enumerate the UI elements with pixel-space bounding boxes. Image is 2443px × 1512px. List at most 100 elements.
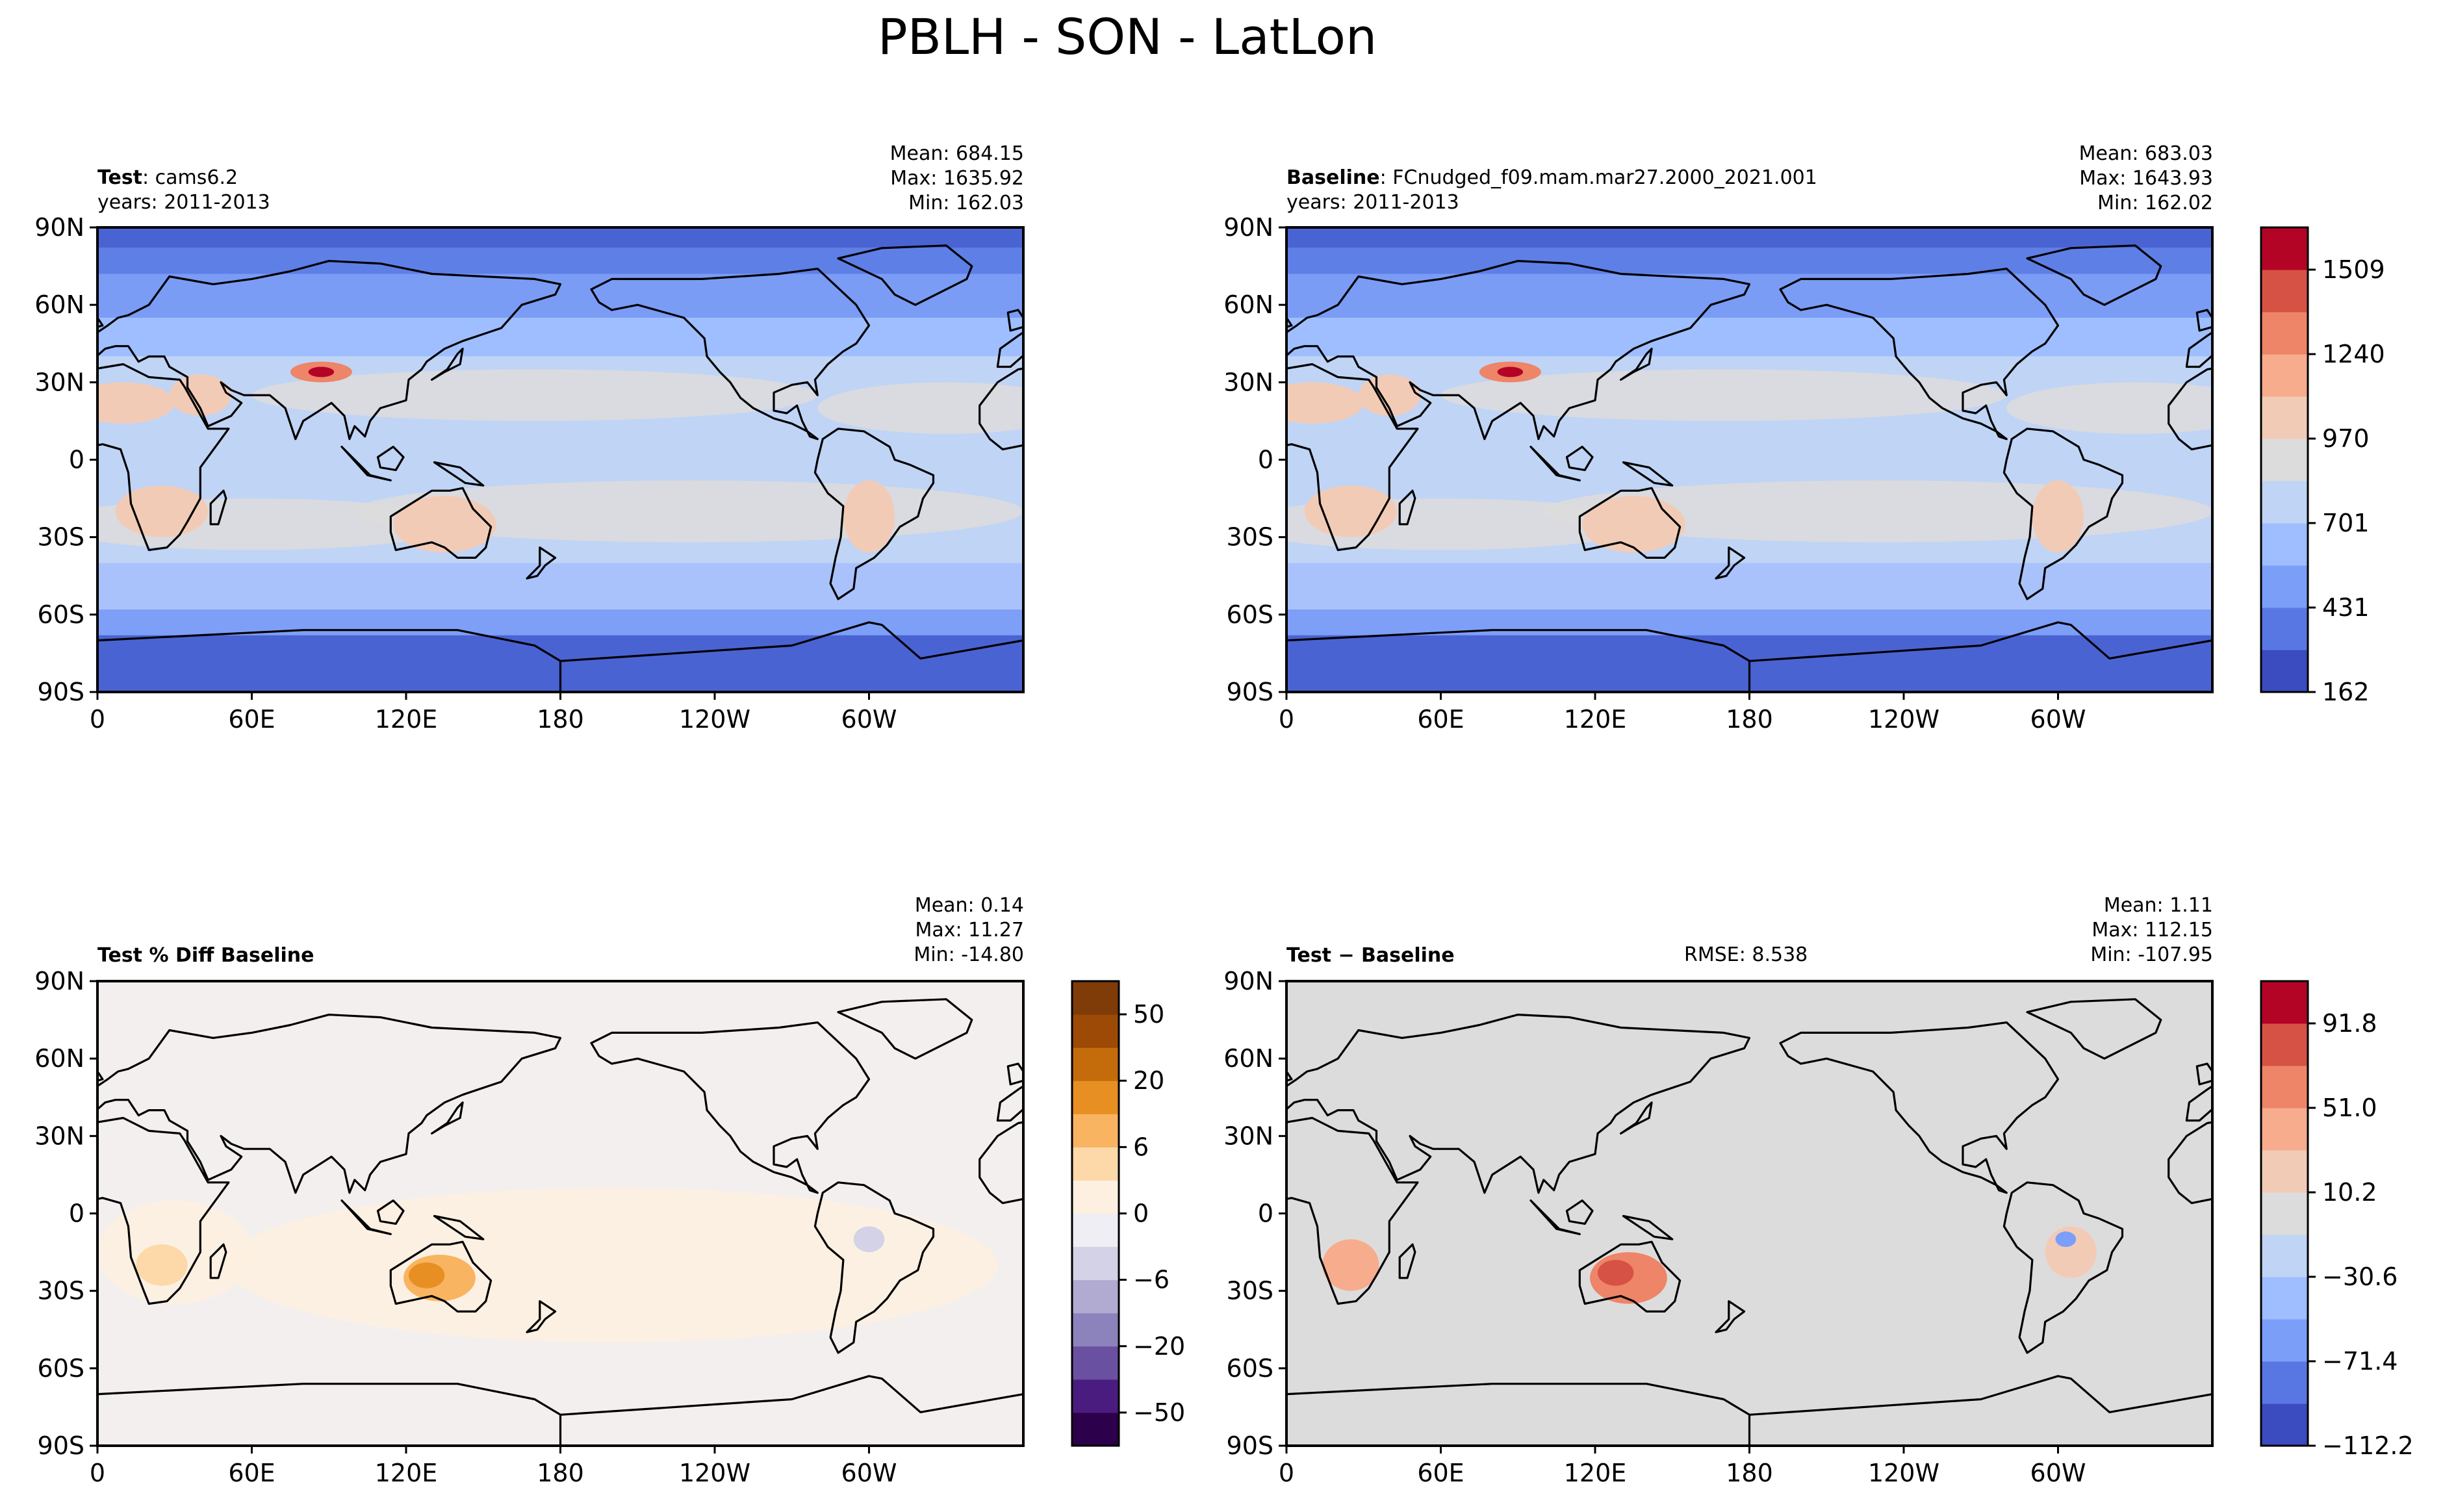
field-blob <box>1322 1239 1379 1291</box>
colorbar-swatch <box>2261 1277 2308 1320</box>
colorbar-tick-label: 0 <box>1133 1199 1149 1228</box>
diff-label: Test − Baseline <box>1286 944 1455 967</box>
map-field <box>1286 981 2212 1446</box>
field-blob <box>1358 374 1420 416</box>
colorbar-tick-label: −71.4 <box>2322 1347 2398 1376</box>
colorbar-tick-label: 50 <box>1133 1000 1164 1029</box>
colorbar-swatch <box>1072 1180 1119 1214</box>
field-band <box>97 227 1023 248</box>
colorbar-tick-label: 431 <box>2322 593 2370 622</box>
field-blob <box>1597 1260 1634 1286</box>
figure-title: PBLH - SON - LatLon <box>877 8 1377 66</box>
lat-tick-label: 90S <box>1227 1431 1273 1460</box>
field-blob <box>1286 382 1364 424</box>
field-blob <box>853 1226 885 1253</box>
lat-tick-label: 90N <box>1223 968 1273 995</box>
colorbar-tick-label: 701 <box>2322 509 2370 537</box>
lon-tick-label: 120E <box>375 1459 438 1487</box>
lat-tick-label: 90N <box>34 214 84 242</box>
baseline-stat-min: Min: 162.02 <box>2097 192 2213 214</box>
colorbar-swatch <box>2261 608 2308 650</box>
pctdiff-stats: Mean: 0.14 Max: 11.27 Min: -14.80 <box>767 893 1024 967</box>
lat-tick-label: 60S <box>1227 600 1273 629</box>
lat-tick-label: 30S <box>38 523 84 552</box>
colorbar-swatch <box>2261 1150 2308 1193</box>
colorbar-swatch <box>2261 1108 2308 1151</box>
diff-stat-min: Min: -107.95 <box>2090 943 2213 966</box>
baseline-case-name: : FCnudged_f09.mam.mar27.2000_2021.001 <box>1379 166 1817 189</box>
lon-tick-label: 120W <box>679 705 750 734</box>
lon-tick-label: 120E <box>1564 705 1627 734</box>
test-panel-header: Test: cams6.2 years: 2011-2013 <box>97 166 270 215</box>
lat-tick-label: 30S <box>1227 523 1273 552</box>
pblh-colorbar: 1509 1240 970 701 431 162 <box>2260 226 2385 705</box>
lat-tick-label: 60N <box>1223 290 1273 319</box>
lon-tick-label: 60W <box>841 1459 897 1487</box>
diff-stat-max: Max: 112.15 <box>2091 919 2213 942</box>
lat-tick-label: 30N <box>34 1121 84 1150</box>
colorbar-tick-label: −112.2 <box>2322 1431 2414 1459</box>
colorbar-swatch <box>2261 1319 2308 1362</box>
colorbar-swatch <box>2261 270 2308 313</box>
lon-tick-label: 60E <box>1417 1459 1464 1487</box>
field-blob <box>2032 480 2084 553</box>
colorbar-swatch <box>2261 396 2308 439</box>
colorbar-swatch <box>2261 1235 2308 1277</box>
colorbar-swatch <box>2261 1403 2308 1446</box>
lon-tick-label: 60W <box>841 705 897 734</box>
colorbar-swatch <box>1072 1114 1119 1147</box>
colorbar-tick-label: −50 <box>1133 1398 1185 1427</box>
colorbar-swatch <box>2261 354 2308 397</box>
field-band <box>1286 318 2212 357</box>
colorbar-swatch <box>2261 523 2308 566</box>
diff-stats: Mean: 1.11 Max: 112.15 Min: -107.95 <box>1956 893 2213 967</box>
test-years: years: 2011-2013 <box>97 191 270 214</box>
baseline-years: years: 2011-2013 <box>1286 191 1459 214</box>
test-stat-mean: Mean: 684.15 <box>889 142 1024 165</box>
test-label: Test <box>97 166 143 189</box>
colorbar-tick-label: −6 <box>1133 1266 1170 1294</box>
lat-tick-label: 0 <box>69 446 84 474</box>
field-blob <box>169 374 231 416</box>
colorbar-swatch <box>1072 1279 1119 1314</box>
lat-tick-label: 60S <box>38 600 84 629</box>
lon-tick-label: 180 <box>1726 705 1773 734</box>
pctdiff-stat-min: Min: -14.80 <box>914 943 1024 966</box>
lon-tick-label: 0 <box>1279 705 1294 734</box>
pctdiff-colorbar: 50 20 6 0 −6 −20 −50 <box>1071 980 1185 1447</box>
colorbar-swatch <box>2261 1192 2308 1235</box>
colorbar-tick-label: 1509 <box>2322 255 2385 284</box>
colorbar-swatch <box>1072 1014 1119 1048</box>
lon-tick-label: 120E <box>1564 1459 1627 1487</box>
lat-tick-label: 90N <box>1223 214 1273 242</box>
lon-tick-label: 120W <box>1868 1459 1939 1487</box>
colorbar-swatch <box>1072 1346 1119 1380</box>
coastline <box>1286 244 2212 692</box>
lat-tick-label: 30N <box>34 368 84 396</box>
diff-panel-header: Test − Baseline <box>1286 943 1455 968</box>
lon-tick-label: 60E <box>228 705 275 734</box>
field-blob <box>1582 496 1685 553</box>
field-band <box>1286 248 2212 274</box>
field-blob <box>308 366 335 378</box>
field-band <box>97 248 1023 274</box>
colorbar-tick-label: −20 <box>1133 1332 1185 1361</box>
lon-tick-label: 180 <box>537 1459 584 1487</box>
colorbar-tick-label: 10.2 <box>2322 1178 2377 1207</box>
colorbar-frame <box>2260 980 2309 1447</box>
colorbar-tick-label: 162 <box>2322 678 2370 705</box>
colorbar-tick-label: 6 <box>1133 1133 1149 1161</box>
field-blob <box>2006 382 2212 434</box>
pctdiff-label: Test % Diff Baseline <box>97 944 314 967</box>
lat-tick-label: 90N <box>34 968 84 995</box>
field-blob <box>2055 1231 2077 1248</box>
lon-tick-label: 120W <box>679 1459 750 1487</box>
baseline-stats: Mean: 683.03 Max: 1643.93 Min: 162.02 <box>1956 142 2213 216</box>
field-band <box>1286 227 2212 248</box>
lat-tick-label: 60S <box>1227 1354 1273 1383</box>
lat-tick-label: 30N <box>1223 1121 1273 1150</box>
field-band <box>97 318 1023 357</box>
map-field <box>97 981 1023 1446</box>
colorbar-frame <box>2260 226 2309 693</box>
